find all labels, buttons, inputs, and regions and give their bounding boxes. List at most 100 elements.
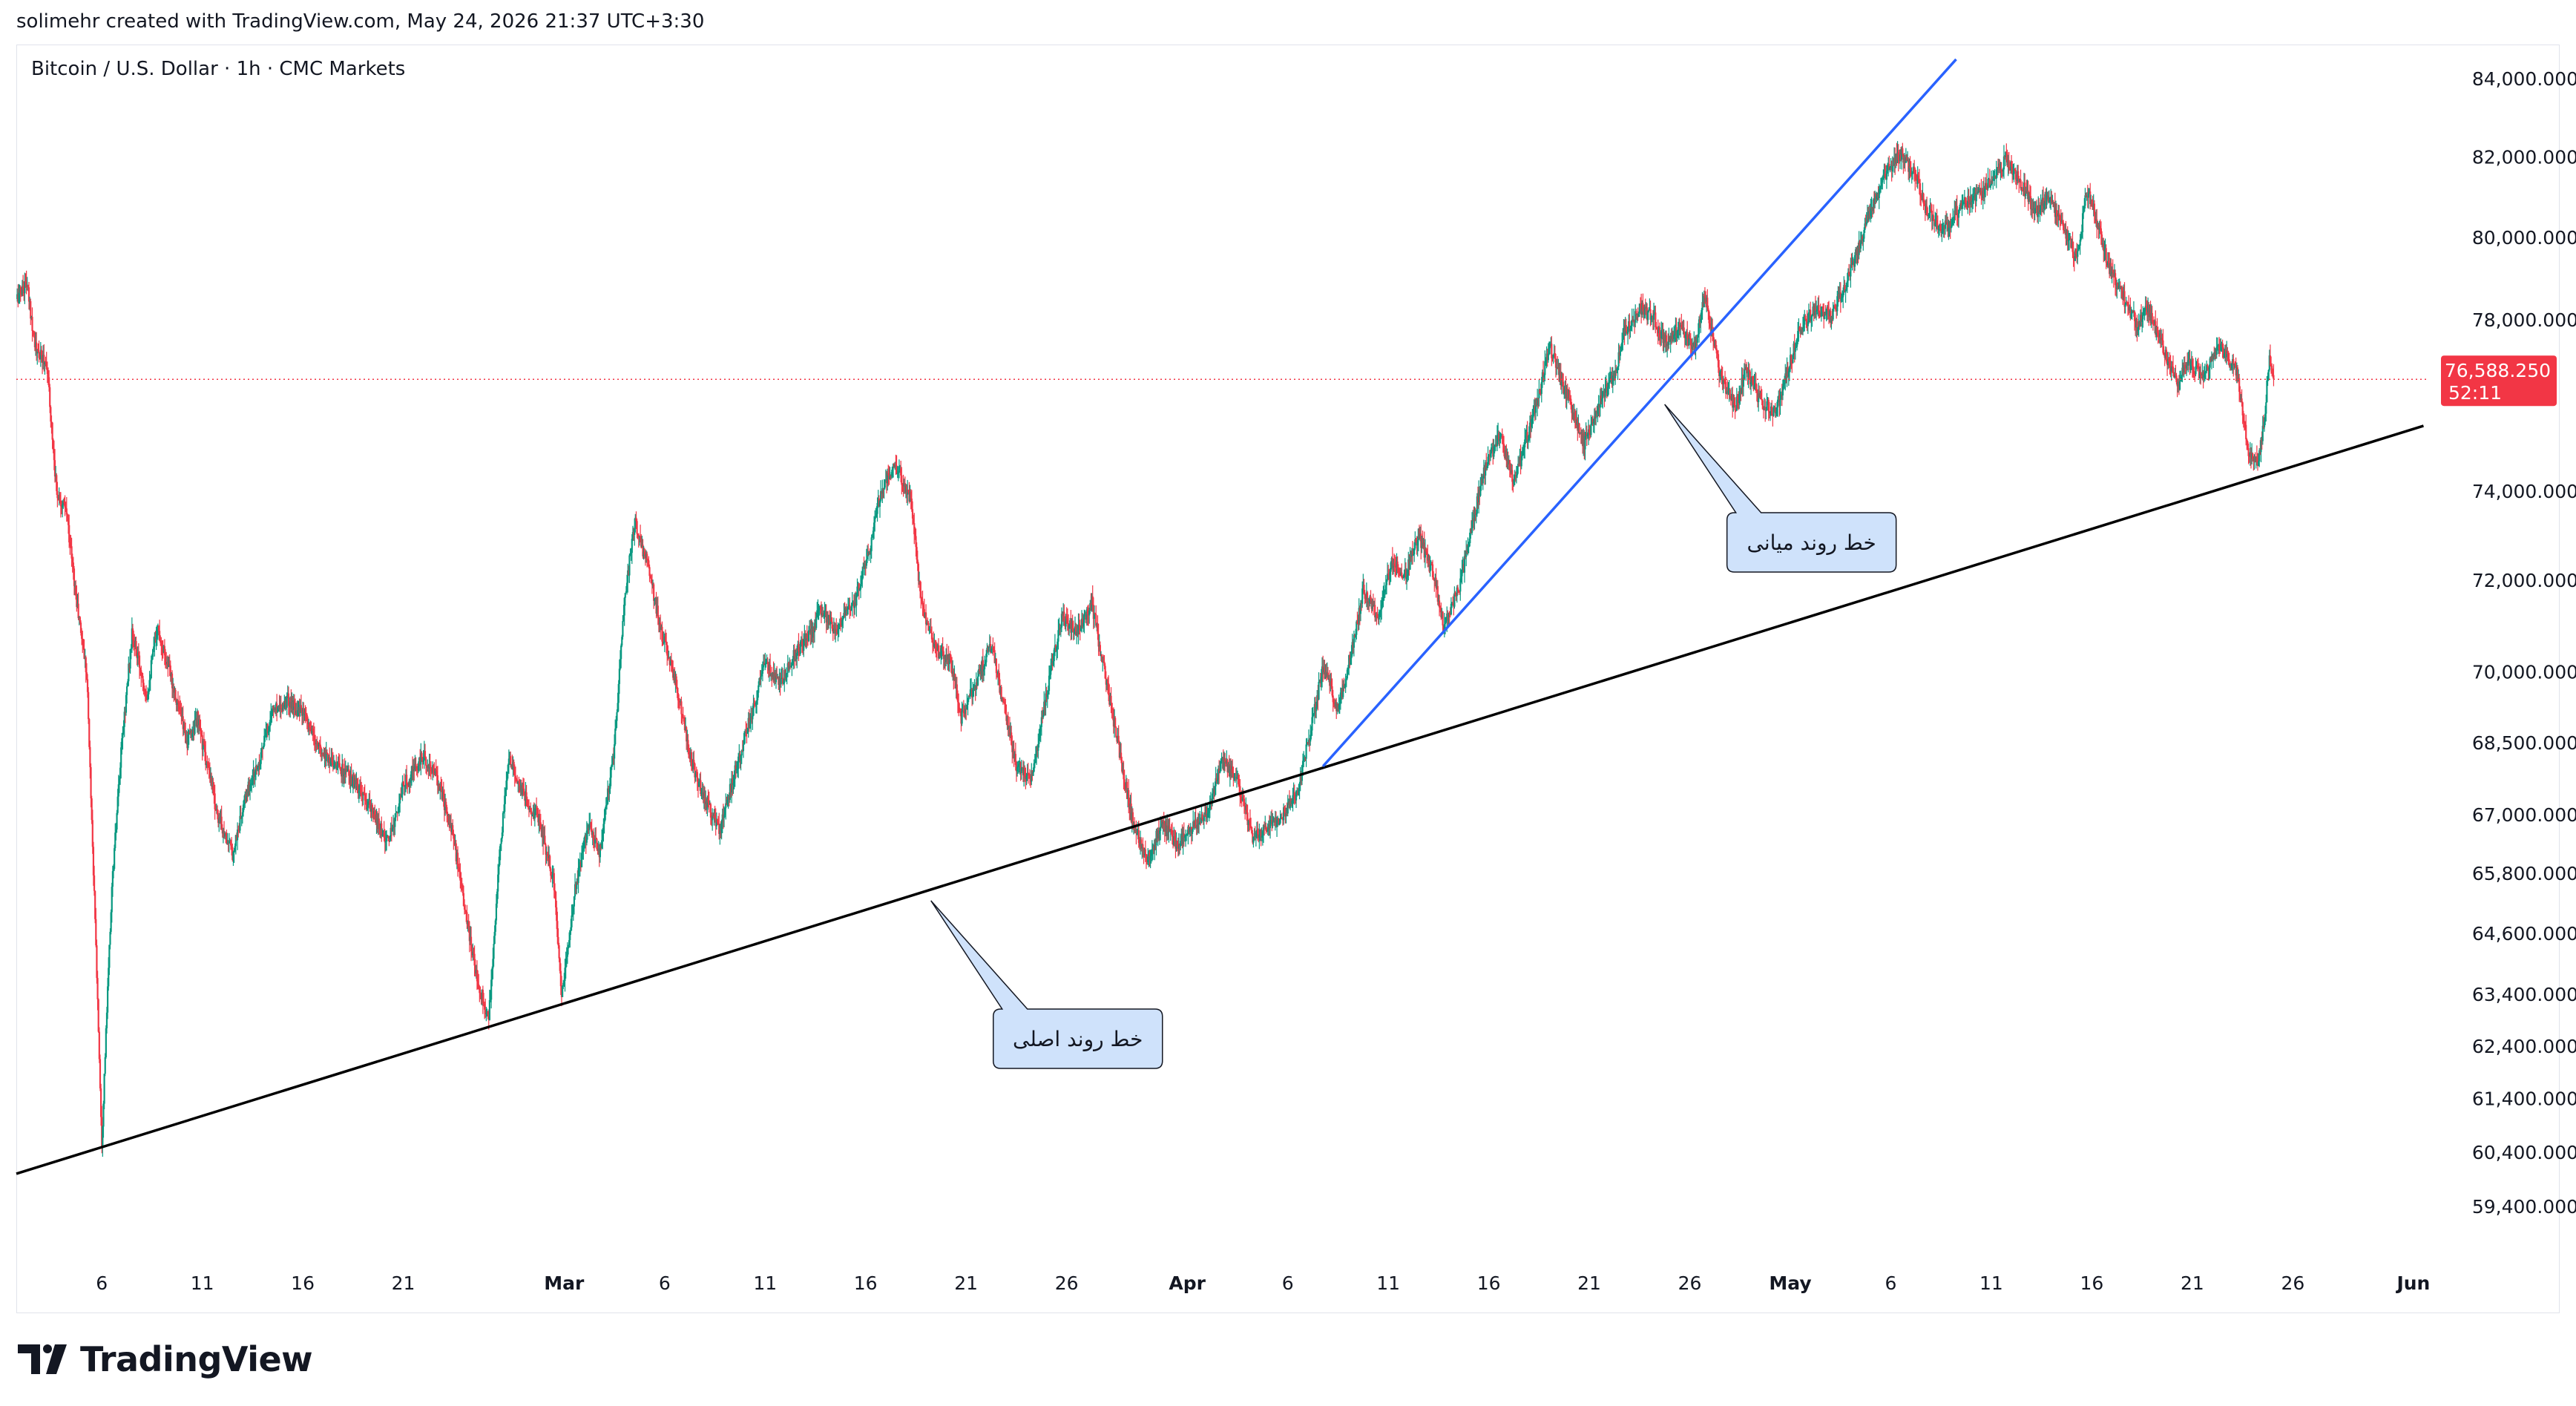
candle-body xyxy=(96,978,99,999)
candle-body xyxy=(34,342,37,348)
candle-body xyxy=(1845,282,1847,290)
candle-body xyxy=(1393,563,1396,566)
candle-body xyxy=(1810,316,1813,321)
candle-body xyxy=(1689,335,1691,339)
candle-body xyxy=(1712,332,1715,342)
candle-body xyxy=(108,968,110,987)
candle-body xyxy=(1330,681,1332,686)
candle-body xyxy=(1514,475,1517,476)
candle-body xyxy=(553,873,555,890)
candle-body xyxy=(939,653,942,657)
candle-body xyxy=(993,650,996,663)
candle-body xyxy=(450,824,453,832)
candle-body xyxy=(1092,605,1094,620)
symbol-title[interactable]: Bitcoin / U.S. Dollar · 1h · CMC Markets xyxy=(31,58,406,80)
candle-body xyxy=(830,619,832,622)
candle-body xyxy=(1729,389,1731,399)
candle-body xyxy=(719,830,721,834)
candle-body xyxy=(2091,200,2093,207)
candle-body xyxy=(1121,760,1123,772)
candle-body xyxy=(1274,818,1276,823)
candle-body xyxy=(396,811,398,813)
candle-body xyxy=(927,622,930,631)
candle-body xyxy=(896,473,898,475)
candle-body xyxy=(1421,540,1423,548)
candle-body xyxy=(815,617,818,628)
candle-body xyxy=(1261,832,1264,836)
candle-body xyxy=(1905,157,1908,161)
candle-body xyxy=(305,714,307,715)
candle-body xyxy=(2055,210,2058,216)
candle-body xyxy=(2053,203,2055,208)
candle-body xyxy=(1884,174,1886,176)
candle-body xyxy=(1496,435,1499,447)
candle-body xyxy=(1602,391,1604,399)
candle-body xyxy=(810,628,812,635)
candle-body xyxy=(459,871,461,881)
candle-body xyxy=(1212,789,1215,794)
candle-body xyxy=(828,614,830,625)
candle-body xyxy=(1473,513,1476,521)
candle-body xyxy=(480,996,482,1000)
candle-body xyxy=(1583,433,1585,447)
candle-body xyxy=(242,804,245,812)
candle-body xyxy=(732,778,734,786)
candle-body xyxy=(559,970,562,987)
candle-body xyxy=(1496,433,1499,436)
candle-body xyxy=(1123,779,1126,786)
candle-body xyxy=(463,906,466,910)
candle-body xyxy=(1617,352,1620,367)
candle-body xyxy=(545,854,548,855)
candle-body xyxy=(1163,821,1165,823)
candle-body xyxy=(643,551,645,555)
candle-body xyxy=(1227,764,1229,772)
candle-body xyxy=(1173,836,1175,845)
candle-body xyxy=(1218,768,1220,773)
candle-body xyxy=(1683,327,1685,333)
candle-body xyxy=(96,945,98,979)
candle-body xyxy=(1234,777,1236,778)
candle-body xyxy=(1934,222,1936,226)
candle-body xyxy=(110,912,112,932)
candle-body xyxy=(86,679,89,692)
candle-body xyxy=(252,779,254,784)
candle-body xyxy=(710,817,713,821)
candle-body xyxy=(998,671,1000,680)
candle-body xyxy=(1519,455,1521,464)
candle-body xyxy=(407,785,410,786)
candle-body xyxy=(410,766,413,775)
candle-body xyxy=(444,801,447,810)
candle-body xyxy=(1336,703,1338,712)
candle-body xyxy=(1730,393,1733,401)
candle-body xyxy=(1132,824,1135,826)
candle-body xyxy=(176,700,178,705)
candle-body xyxy=(557,936,559,946)
candle-body xyxy=(1623,329,1625,340)
candle-body xyxy=(211,776,213,786)
candle-body xyxy=(849,605,851,611)
candle-body xyxy=(1663,334,1666,343)
candle-body xyxy=(804,635,806,640)
candle-body xyxy=(1987,178,1989,189)
candle-body xyxy=(40,349,43,355)
candle-body xyxy=(1088,610,1091,616)
candle-body xyxy=(1169,827,1171,832)
candle-body xyxy=(335,763,337,766)
candle-body xyxy=(1063,611,1065,622)
candle-body xyxy=(2093,203,2095,215)
candle-body xyxy=(1316,695,1318,707)
candle-body xyxy=(151,649,154,657)
candle-body xyxy=(1228,764,1230,776)
candle-body xyxy=(1928,214,1930,217)
candle-body xyxy=(473,952,475,954)
candle-body xyxy=(409,781,411,784)
candle-body xyxy=(1982,188,1984,199)
candle-body xyxy=(1530,422,1532,427)
candle-body xyxy=(1186,832,1189,835)
candle-body xyxy=(1051,663,1053,668)
candle-body xyxy=(326,754,329,763)
candle-body xyxy=(689,752,691,760)
candle-body xyxy=(111,871,114,887)
candle-body xyxy=(265,730,267,735)
